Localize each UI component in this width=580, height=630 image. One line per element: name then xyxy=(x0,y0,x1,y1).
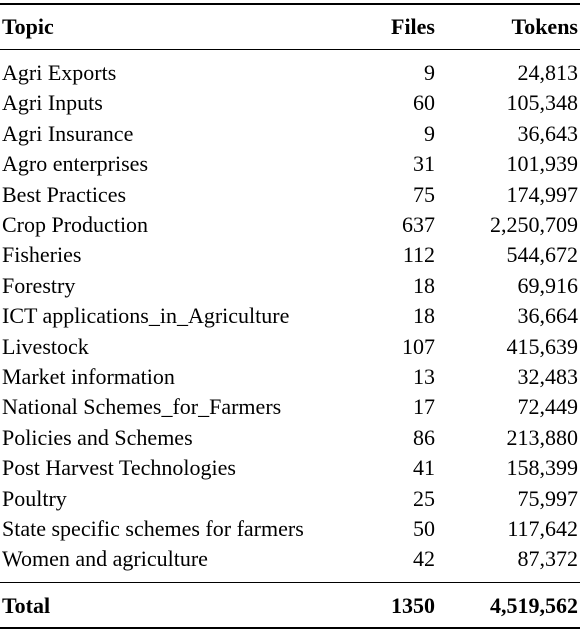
row-files: 9 xyxy=(424,60,435,85)
row-tokens: 72,449 xyxy=(517,394,579,420)
header-files: Files xyxy=(391,14,435,39)
row-topic: ICT applications_in_Agriculture xyxy=(2,303,290,329)
row-files: 18 xyxy=(413,303,435,329)
row-files: 18 xyxy=(413,272,435,298)
row-files: 17 xyxy=(413,394,435,420)
row-tokens: 24,813 xyxy=(517,60,579,85)
row-tokens: 36,643 xyxy=(517,120,579,146)
row-files: 50 xyxy=(413,516,435,541)
top-rule xyxy=(0,3,580,5)
row-topic: Forestry xyxy=(2,272,76,298)
row-files: 42 xyxy=(413,546,435,572)
row-topic: National Schemes_for_Farmers xyxy=(2,394,282,420)
row-topic: Policies and Schemes xyxy=(2,424,193,450)
row-topic: Agri Inputs xyxy=(2,90,103,116)
row-topic: Agri Exports xyxy=(2,60,117,85)
row-tokens: 87,372 xyxy=(517,546,579,572)
row-tokens: 158,399 xyxy=(506,455,579,481)
row-tokens: 75,997 xyxy=(517,485,579,511)
row-files: 637 xyxy=(402,212,435,237)
row-tokens: 174,997 xyxy=(506,181,579,207)
row-topic: State specific schemes for farmers xyxy=(2,516,304,541)
row-files: 13 xyxy=(413,364,435,389)
header-topic: Topic xyxy=(2,14,54,39)
row-topic: Crop Production xyxy=(2,212,149,237)
row-tokens: 213,880 xyxy=(506,424,579,450)
row-files: 25 xyxy=(413,485,435,511)
row-files: 31 xyxy=(413,151,435,177)
row-tokens: 415,639 xyxy=(506,333,579,359)
row-topic: Poultry xyxy=(2,485,67,511)
row-files: 86 xyxy=(413,424,435,450)
total-tokens: 4,519,562 xyxy=(490,593,578,618)
row-files: 41 xyxy=(413,455,435,481)
row-topic: Livestock xyxy=(2,333,89,359)
total-files: 1350 xyxy=(391,593,435,618)
bottom-rule xyxy=(0,627,580,629)
row-files: 60 xyxy=(413,90,435,116)
row-topic: Best Practices xyxy=(2,181,127,207)
row-topic: Post Harvest Technologies xyxy=(2,455,236,481)
row-tokens: 32,483 xyxy=(517,364,579,389)
row-tokens: 101,939 xyxy=(506,151,579,177)
row-files: 112 xyxy=(402,242,435,268)
header-rule xyxy=(0,49,580,50)
row-files: 9 xyxy=(424,120,435,146)
row-tokens: 117,642 xyxy=(507,516,578,541)
total-rule xyxy=(0,582,580,583)
header-tokens: Tokens xyxy=(511,14,578,39)
row-tokens: 105,348 xyxy=(506,90,579,116)
row-files: 75 xyxy=(413,181,435,207)
row-topic: Fisheries xyxy=(2,242,82,268)
row-tokens: 36,664 xyxy=(517,303,579,329)
row-topic: Agro enterprises xyxy=(2,151,149,177)
row-tokens: 2,250,709 xyxy=(490,212,578,237)
row-tokens: 69,916 xyxy=(517,272,579,298)
total-topic: Total xyxy=(2,593,51,618)
row-topic: Agri Insurance xyxy=(2,120,134,146)
row-tokens: 544,672 xyxy=(506,242,579,268)
row-files: 107 xyxy=(402,333,435,359)
row-topic: Market information xyxy=(2,364,175,389)
row-topic: Women and agriculture xyxy=(2,546,208,572)
